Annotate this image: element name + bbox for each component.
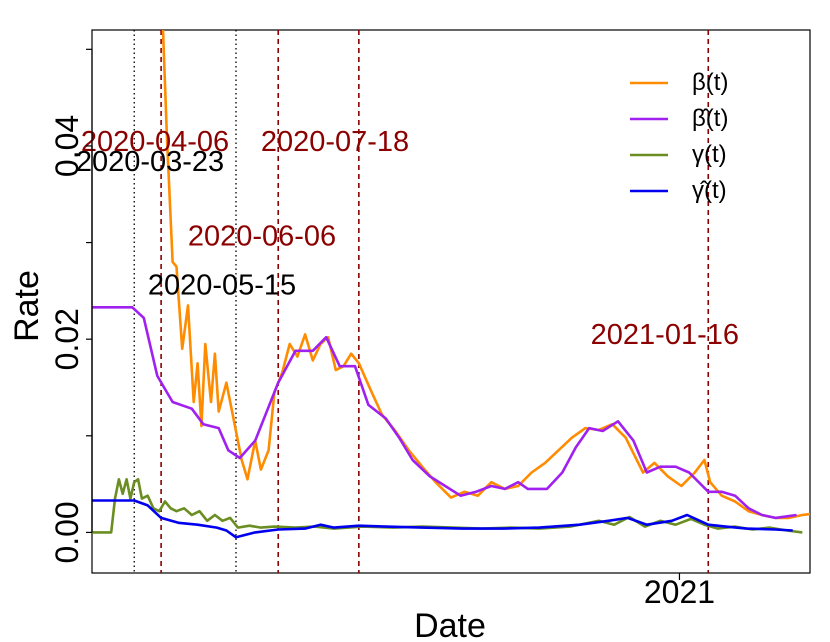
series-line-2 [92,306,797,520]
reference-lines [133,30,710,573]
annotation-label-2020-04-06: 2020-04-06 [81,126,229,158]
annotation-label-2021-01-16: 2021-01-16 [591,319,739,351]
series-line-4 [92,499,793,539]
annotation-label-2020-06-06: 2020-06-06 [188,220,336,252]
series-line-3 [92,478,803,534]
x-axis-label: Date [414,607,486,642]
y-axis: 0.00 0.02 0.04 [49,48,93,564]
legend: β(t) β̂(t) γ(t) γ̂(t) [630,69,728,204]
y-tick-label: 0.04 [49,115,85,177]
x-axis: 2021 [644,573,715,610]
annotation-label-2020-05-15: 2020-05-15 [148,270,296,302]
legend-label: β̂(t) [692,105,728,132]
series-lines [92,30,810,539]
legend-label: γ̂(t) [692,177,727,204]
y-tick-label: 0.00 [49,501,85,563]
annotation-label-2020-03-23: 2020-03-23 [76,146,224,178]
y-tick-label: 0.02 [49,308,85,370]
y-axis-label: Rate [8,270,46,342]
annotation-label-2020-07-18: 2020-07-18 [261,126,409,158]
x-tick-label: 2021 [644,574,715,610]
legend-label: β(t) [692,69,728,96]
legend-label: γ(t) [692,141,727,168]
